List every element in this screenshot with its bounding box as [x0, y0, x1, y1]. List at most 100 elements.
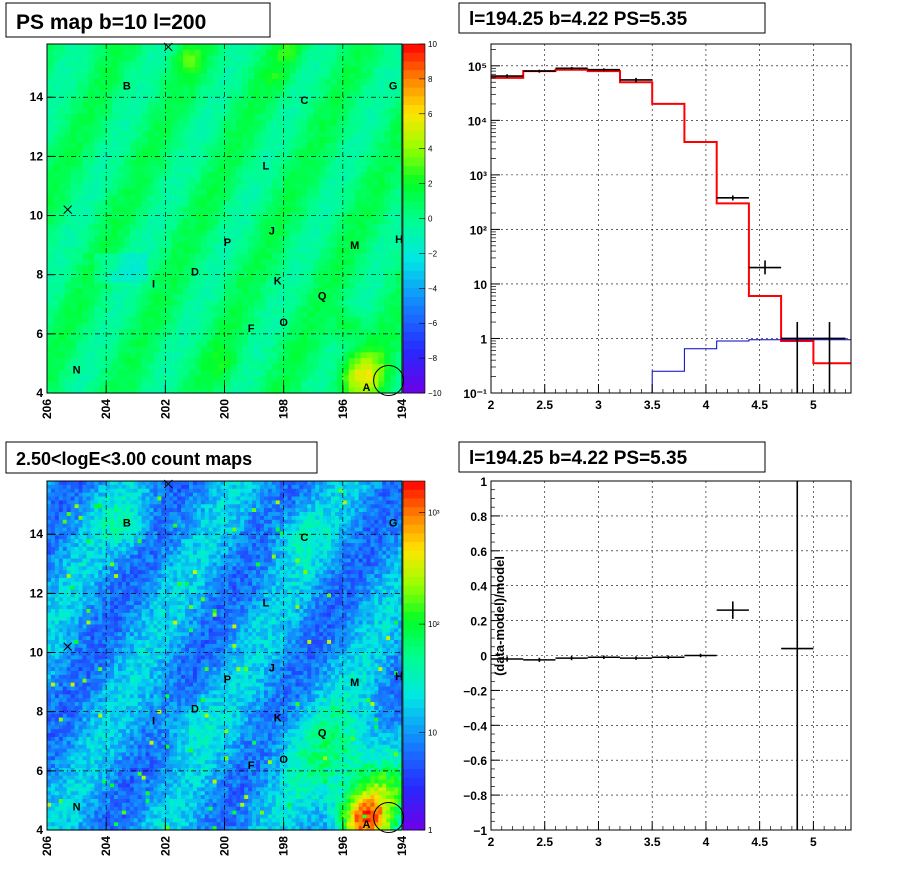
source-label-c: C	[300, 95, 308, 107]
y-tick-label: 10²	[470, 223, 487, 237]
heatmap-panel-0: 206 204 202 200 198 196 194 4 6 8 10 12 14 10 8 6 4 2 0 −2 −…	[30, 40, 442, 419]
x-tick-label: 202	[158, 836, 172, 856]
source-label-o: O	[279, 754, 288, 766]
title-ps-map-text: PS map b=10 l=200	[16, 11, 206, 34]
y-tick-label: −1	[473, 824, 487, 838]
data-point	[587, 68, 620, 72]
residual-point	[523, 657, 556, 662]
y-tick-label: −0.4	[463, 719, 487, 733]
x-tick-label: 4.5	[751, 398, 768, 412]
source-label-a: A	[363, 382, 371, 394]
x-tick-label: 196	[336, 399, 350, 419]
palette-tick-label: 10³	[428, 508, 440, 517]
y-tick-label: 10	[30, 209, 44, 223]
cross-marker	[63, 205, 73, 214]
x-tick-label: 2	[488, 835, 495, 849]
palette-tick-label: −2	[428, 249, 438, 258]
source-label-l: L	[263, 597, 270, 609]
source-label-k: K	[274, 713, 282, 725]
y-tick-label: 10	[30, 646, 44, 660]
y-tick-label: 1	[480, 332, 487, 346]
x-tick-label: 206	[40, 836, 54, 856]
y-tick-label: 0.8	[470, 510, 487, 524]
y-tick-label: 0.4	[470, 580, 487, 594]
x-tick-label: 3.5	[644, 835, 661, 849]
source-label-f: F	[248, 323, 255, 335]
data-point	[813, 322, 846, 393]
y-tick-label: 1	[480, 475, 487, 489]
palette-tick-label: 10	[428, 40, 437, 49]
spectrum-panel: 2 2.5 3 3.5 4 4.5 5 10⁻¹ 1 10 10² 10³ 10⁴ 10⁵	[463, 43, 852, 412]
source-label-a: A	[363, 819, 371, 831]
source-label-o: O	[279, 317, 288, 329]
x-tick-label: 206	[40, 399, 54, 419]
spectrum-frame	[490, 43, 852, 394]
y-tick-label: 12	[30, 149, 44, 163]
heatmap-cells	[47, 481, 403, 831]
x-tick-label: 3	[595, 398, 602, 412]
palette-tick-label: −6	[428, 319, 438, 328]
palette-tick-label: 4	[428, 145, 433, 154]
residual-point	[587, 655, 620, 659]
x-tick-label: 200	[218, 836, 232, 856]
cross-marker	[163, 42, 173, 52]
title-spectrum: l=194.25 b=4.22 PS=5.35	[458, 2, 766, 34]
y-axis-label: (data-model)/model	[492, 556, 507, 676]
y-tick-label: −0.8	[463, 789, 487, 803]
color-palette: 10 8 6 4 2 0 −2 −4 −6 −8 −10	[402, 40, 442, 398]
title-spectrum-frame	[458, 2, 766, 34]
x-tick-label: 204	[99, 399, 113, 419]
residual-panel: 2 2.5 3 3.5 4 4.5 5 −1 −0.8 −0.6 −0.4 −0.2 0 0.2 0.4 0.…	[463, 475, 852, 849]
x-tick-label: 4	[703, 835, 710, 849]
cross-marker	[163, 479, 173, 489]
source-label-d: D	[191, 704, 199, 716]
source-label-k: K	[274, 276, 282, 288]
x-tick-label: 2.5	[536, 398, 553, 412]
y-tick-label: 0	[480, 650, 487, 664]
title-ps-map-frame	[5, 2, 271, 38]
y-tick-label: 14	[30, 90, 44, 104]
palette-tick-label: −8	[428, 354, 438, 363]
x-tick-label: 3	[595, 835, 602, 849]
y-tick-label: 4	[36, 823, 43, 837]
source-label-i: I	[152, 279, 155, 291]
x-tick-label: 4.5	[751, 835, 768, 849]
source-label-q: Q	[318, 290, 327, 302]
source-label-q: Q	[318, 727, 327, 739]
source-label-f: F	[248, 760, 255, 772]
palette-tick-label: 0	[428, 215, 433, 224]
heatmap-cells	[47, 44, 403, 394]
palette-tick-label: 8	[428, 75, 433, 84]
x-tick-label: 198	[277, 836, 291, 856]
data-point	[748, 260, 782, 275]
x-tick-label: 194	[395, 836, 409, 856]
x-tick-label: 204	[99, 836, 113, 856]
title-ps-map: PS map b=10 l=200	[5, 2, 271, 38]
y-tick-label: 10⁴	[468, 114, 487, 128]
palette-tick-label: −4	[428, 284, 438, 293]
source-label-h: H	[395, 234, 403, 246]
source-label-n: N	[73, 364, 81, 376]
title-spectrum-text: l=194.25 b=4.22 PS=5.35	[469, 9, 688, 30]
y-tick-label: 10	[474, 278, 488, 292]
target-circle	[373, 364, 405, 396]
title-residual-text: l=194.25 b=4.22 PS=5.35	[469, 448, 688, 469]
title-count-map-text: 2.50<logE<3.00 count maps	[16, 449, 252, 469]
palette-tick-label: −10	[428, 389, 442, 398]
x-tick-label: 198	[277, 399, 291, 419]
palette-tick-label: 10²	[428, 620, 440, 629]
source-label-p: P	[224, 237, 231, 249]
source-label-h: H	[395, 671, 403, 683]
y-tick-label: 8	[36, 268, 43, 282]
x-tick-label: 5	[810, 835, 817, 849]
palette-tick-label: 6	[428, 110, 433, 119]
data-point	[555, 67, 588, 70]
residual-point	[555, 656, 588, 661]
source-label-p: P	[224, 674, 231, 686]
y-tick-label: 10⁵	[468, 60, 487, 74]
data-point	[523, 69, 556, 73]
data-point	[491, 74, 524, 78]
x-tick-label: 196	[336, 836, 350, 856]
source-label-j: J	[269, 225, 275, 237]
